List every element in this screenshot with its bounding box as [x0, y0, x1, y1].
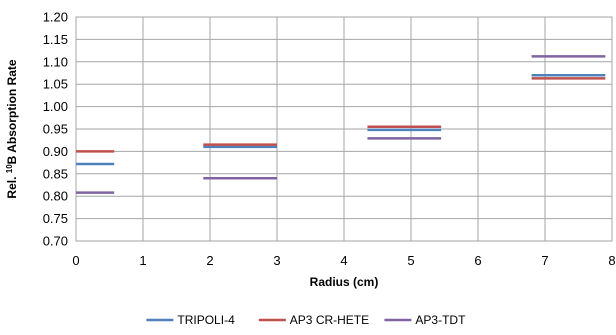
y-tick-label: 1.10 — [43, 54, 68, 69]
y-tick-label: 1.05 — [43, 77, 68, 92]
y-tick-label: 0.95 — [43, 122, 68, 137]
y-axis-title: Rel. 10B Absorption Rate — [5, 59, 20, 198]
y-tick-label: 0.90 — [43, 144, 68, 159]
y-tick-label: 1.15 — [43, 32, 68, 47]
x-tick-label: 2 — [206, 253, 213, 268]
x-axis-title: Radius (cm) — [310, 275, 379, 289]
y-tick-label: 1.20 — [43, 10, 68, 25]
x-tick-label: 0 — [72, 253, 79, 268]
x-tick-label: 1 — [139, 253, 146, 268]
x-tick-label: 8 — [608, 253, 615, 268]
y-tick-label: 0.80 — [43, 189, 68, 204]
x-tick-label: 6 — [474, 253, 481, 268]
x-tick-label: 7 — [541, 253, 548, 268]
x-tick-label: 4 — [340, 253, 347, 268]
legend-label: TRIPOLI-4 — [177, 313, 235, 327]
y-tick-label: 0.85 — [43, 166, 68, 181]
legend-label: AP3-TDT — [415, 313, 466, 327]
x-tick-label: 3 — [273, 253, 280, 268]
plot-area-frame — [75, 16, 613, 242]
y-tick-label: 0.70 — [43, 234, 68, 249]
y-tick-label: 0.75 — [43, 211, 68, 226]
legend-label: AP3 CR-HETE — [290, 313, 369, 327]
x-tick-label: 5 — [407, 253, 414, 268]
y-tick-label: 1.00 — [43, 99, 68, 114]
